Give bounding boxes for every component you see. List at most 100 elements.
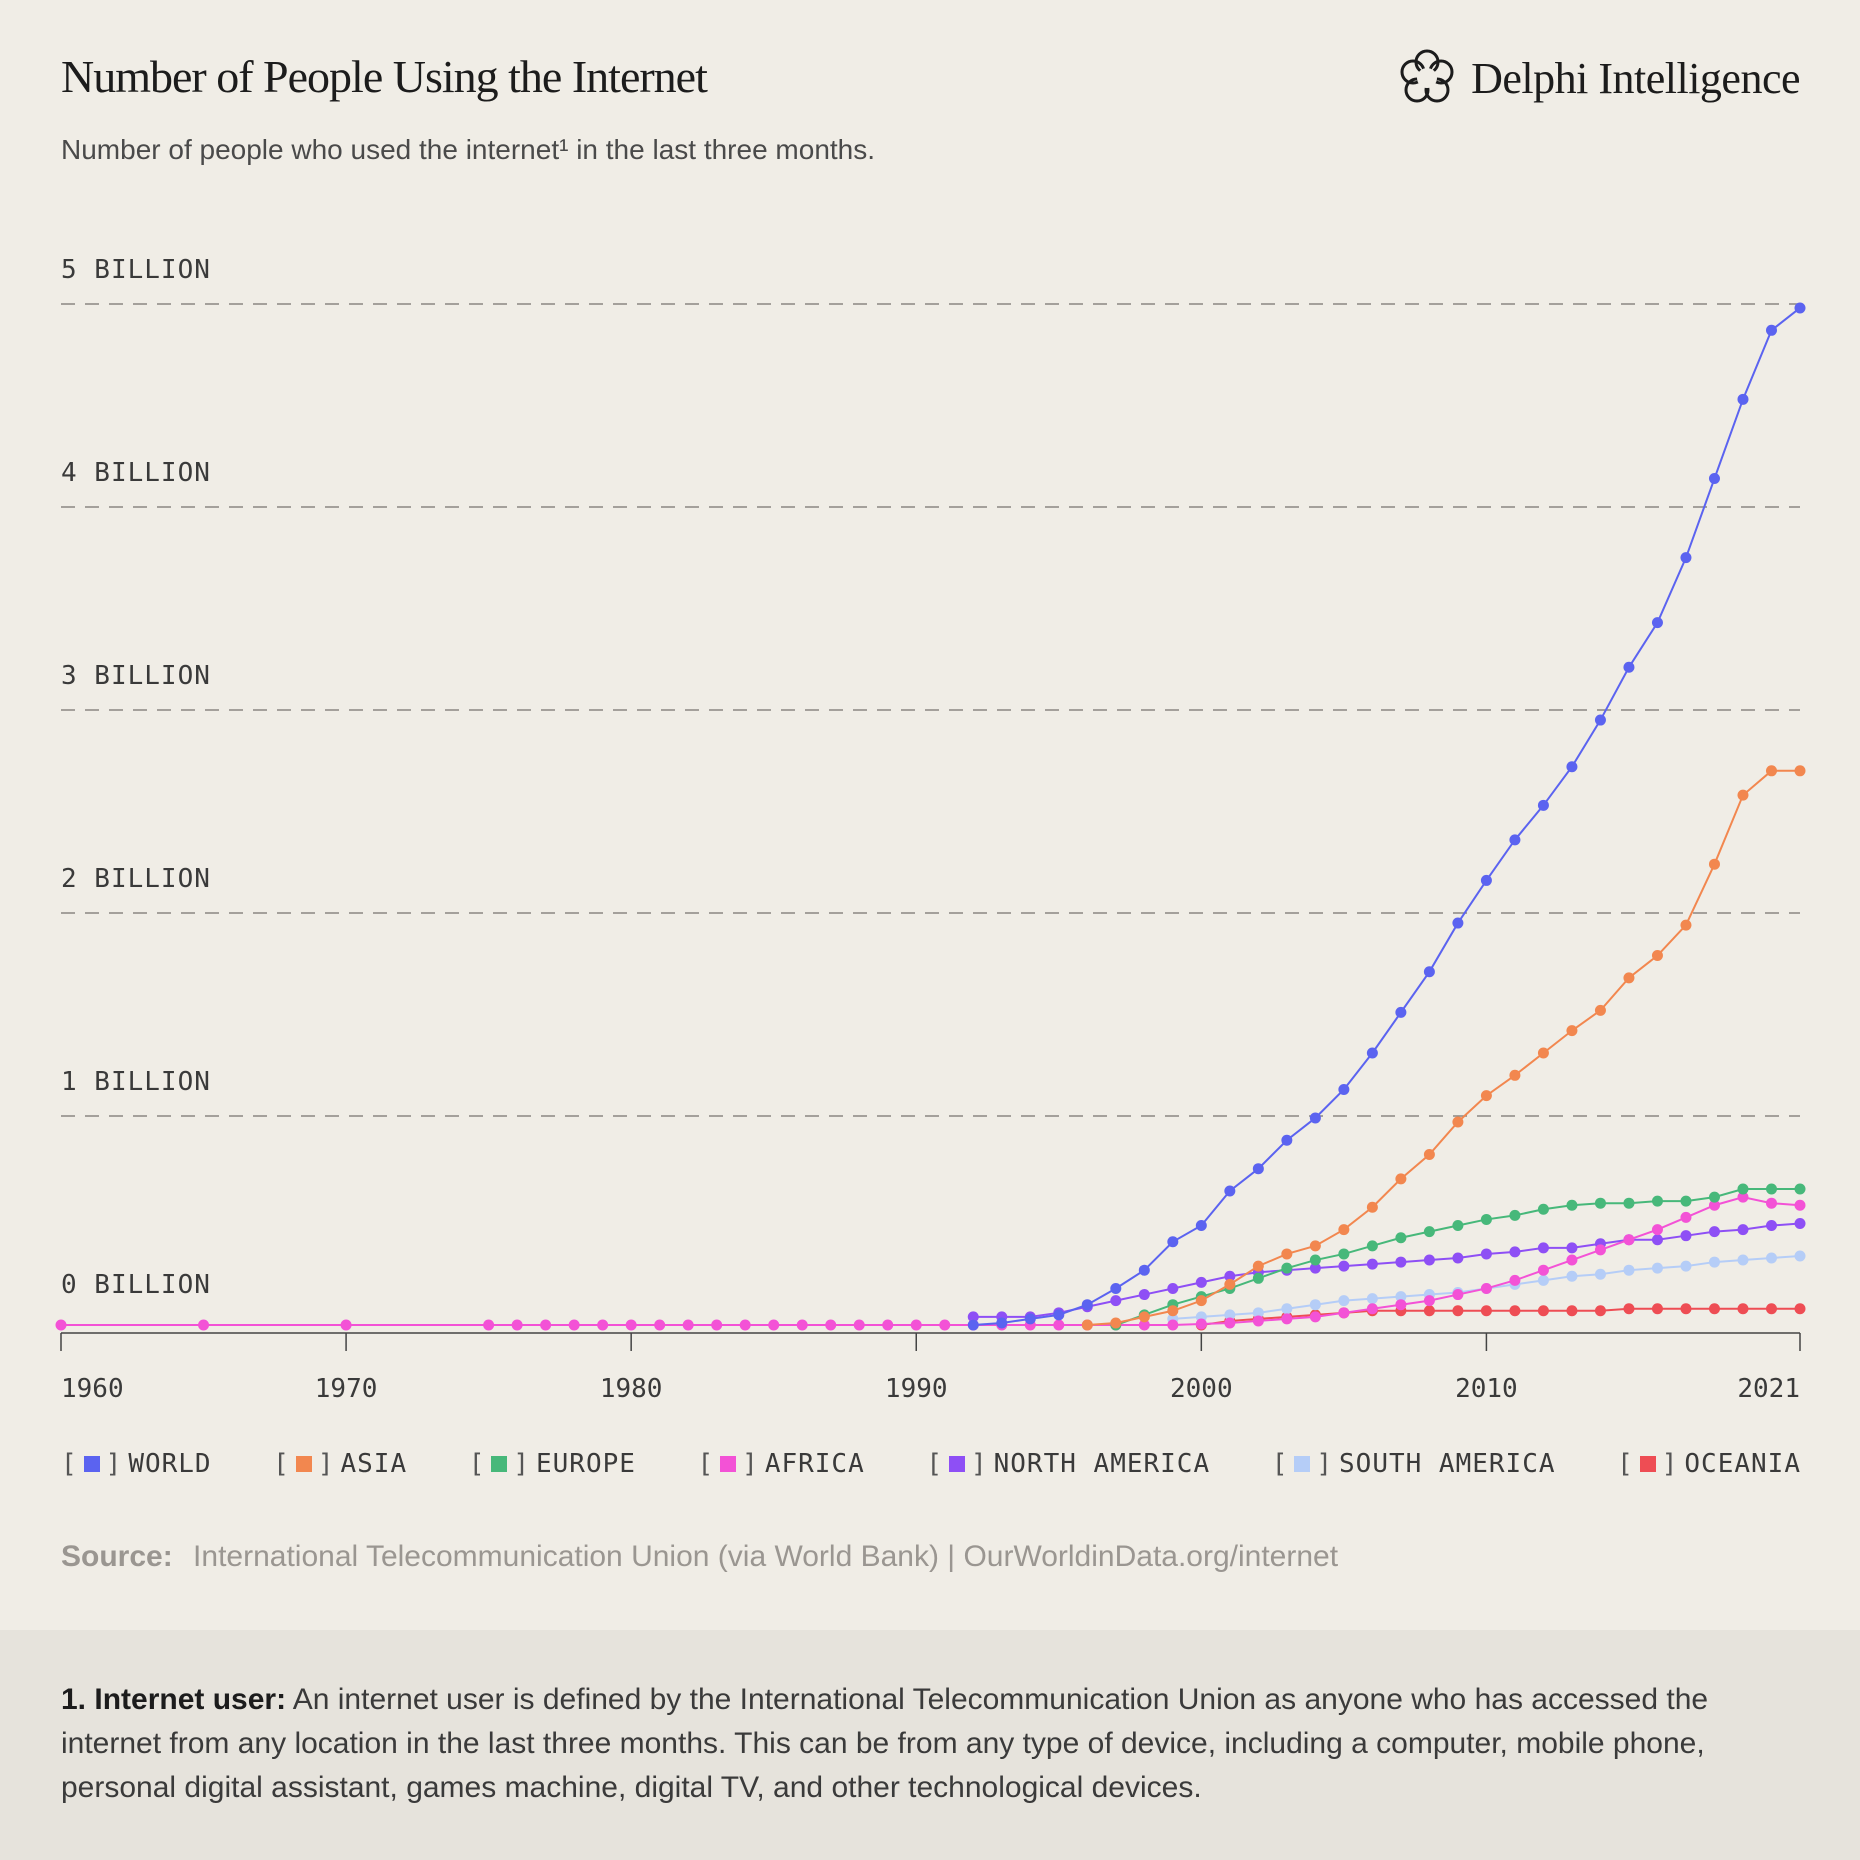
data-point <box>1252 1163 1264 1175</box>
data-point <box>1480 874 1492 886</box>
legend-bracket: ] <box>317 1449 335 1479</box>
data-point <box>1737 1191 1749 1203</box>
data-point <box>1281 1262 1293 1274</box>
data-point <box>1309 1240 1321 1252</box>
data-point <box>1651 1303 1663 1315</box>
data-point <box>1423 1226 1435 1238</box>
data-point <box>1252 1272 1264 1284</box>
data-point <box>1708 1226 1720 1238</box>
x-axis: 1960 1970 1980 1990 2000 2010 2021 <box>60 1332 1801 1404</box>
legend-label: WORLD <box>128 1449 212 1479</box>
data-point <box>1423 1305 1435 1317</box>
legend-swatch <box>720 1456 737 1472</box>
data-point <box>1537 1047 1549 1059</box>
x-tick-label: 2000 <box>1170 1374 1233 1404</box>
y-tick-label: 1 BILLION <box>61 1067 211 1097</box>
brand-logo: Delphi Intelligence <box>1397 48 1800 108</box>
source-label: Source: <box>61 1540 173 1573</box>
data-point <box>1452 1305 1464 1317</box>
data-point <box>1537 1203 1549 1215</box>
data-point <box>1309 1254 1321 1266</box>
source-text: International Telecommunication Union (v… <box>193 1540 1339 1573</box>
data-point <box>1281 1248 1293 1260</box>
data-point <box>996 1317 1008 1329</box>
data-point <box>1680 919 1692 931</box>
data-point <box>1765 765 1777 777</box>
data-point <box>1651 1234 1663 1246</box>
data-point <box>1281 1313 1293 1325</box>
x-tick-label: 1990 <box>885 1374 948 1404</box>
data-point <box>1138 1319 1150 1331</box>
data-point <box>1423 1148 1435 1160</box>
legend-item: [] ASIA <box>273 1449 407 1479</box>
data-point <box>1452 1289 1464 1301</box>
data-point <box>1224 1317 1236 1329</box>
data-point <box>1167 1319 1179 1331</box>
data-point <box>1338 1260 1350 1272</box>
data-point <box>1794 302 1806 314</box>
data-point <box>1708 472 1720 484</box>
data-point <box>711 1319 723 1331</box>
data-point <box>1623 1303 1635 1315</box>
data-point <box>1053 1319 1065 1331</box>
data-point <box>1680 1260 1692 1272</box>
legend-item: [] NORTH AMERICA <box>926 1449 1210 1479</box>
data-point <box>597 1319 609 1331</box>
series-line <box>1201 1307 1800 1326</box>
data-point <box>1366 1293 1378 1305</box>
data-point <box>1708 1199 1720 1211</box>
data-point <box>1395 1232 1407 1244</box>
data-point <box>1366 1240 1378 1252</box>
data-point <box>1195 1220 1207 1232</box>
data-point <box>483 1319 495 1331</box>
data-point <box>1366 1047 1378 1059</box>
data-point <box>1737 789 1749 801</box>
data-point <box>1281 1303 1293 1315</box>
data-point <box>1566 1242 1578 1254</box>
legend-item: [] AFRICA <box>698 1449 865 1479</box>
data-point <box>1167 1282 1179 1294</box>
data-point <box>1309 1112 1321 1124</box>
x-tick-label: 1980 <box>600 1374 663 1404</box>
data-point <box>1138 1264 1150 1276</box>
data-point <box>796 1319 808 1331</box>
data-point <box>1395 1299 1407 1311</box>
data-point <box>1794 1303 1806 1315</box>
data-point <box>1708 1191 1720 1203</box>
data-point <box>910 1319 922 1331</box>
series-line <box>973 307 1801 1326</box>
data-point <box>1509 1069 1521 1081</box>
legend-label: OCEANIA <box>1684 1449 1801 1479</box>
data-point <box>1480 1282 1492 1294</box>
data-point <box>1281 1134 1293 1146</box>
legend-bracket: ] <box>513 1449 530 1479</box>
data-point <box>1680 1195 1692 1207</box>
data-point <box>511 1319 523 1331</box>
legend-bracket: [ <box>273 1449 290 1479</box>
data-point <box>1509 1274 1521 1286</box>
legend-swatch <box>1639 1456 1656 1472</box>
footnote-term: 1. Internet user: <box>61 1683 287 1716</box>
data-point <box>1423 1254 1435 1266</box>
data-point <box>1765 1303 1777 1315</box>
legend-bracket: [ <box>1617 1449 1634 1479</box>
data-point <box>1024 1313 1036 1325</box>
y-axis-labels: 0 BILLION 1 BILLION 2 BILLION 3 BILLION 4 BI… <box>61 255 211 1300</box>
chart-subtitle: Number of people who used the internet¹ … <box>61 134 876 165</box>
x-tick-label: 1960 <box>61 1374 124 1404</box>
delphi-logo-icon <box>1400 49 1454 103</box>
legend: [] WORLD[] ASIA[] EUROPE[] AFRICA[] NORTH AME… <box>61 1449 1801 1479</box>
data-point <box>1765 1220 1777 1232</box>
data-point <box>1651 950 1663 962</box>
legend-label: ASIA <box>340 1449 408 1479</box>
data-point <box>1053 1309 1065 1321</box>
data-point <box>1566 1305 1578 1317</box>
legend-bracket: ] <box>970 1449 988 1479</box>
data-point <box>1765 1252 1777 1264</box>
data-point <box>654 1319 666 1331</box>
data-point <box>1509 1246 1521 1258</box>
data-point <box>1794 1218 1806 1229</box>
data-point <box>1480 1305 1492 1317</box>
data-point <box>1138 1289 1150 1301</box>
data-point <box>1765 1197 1777 1209</box>
